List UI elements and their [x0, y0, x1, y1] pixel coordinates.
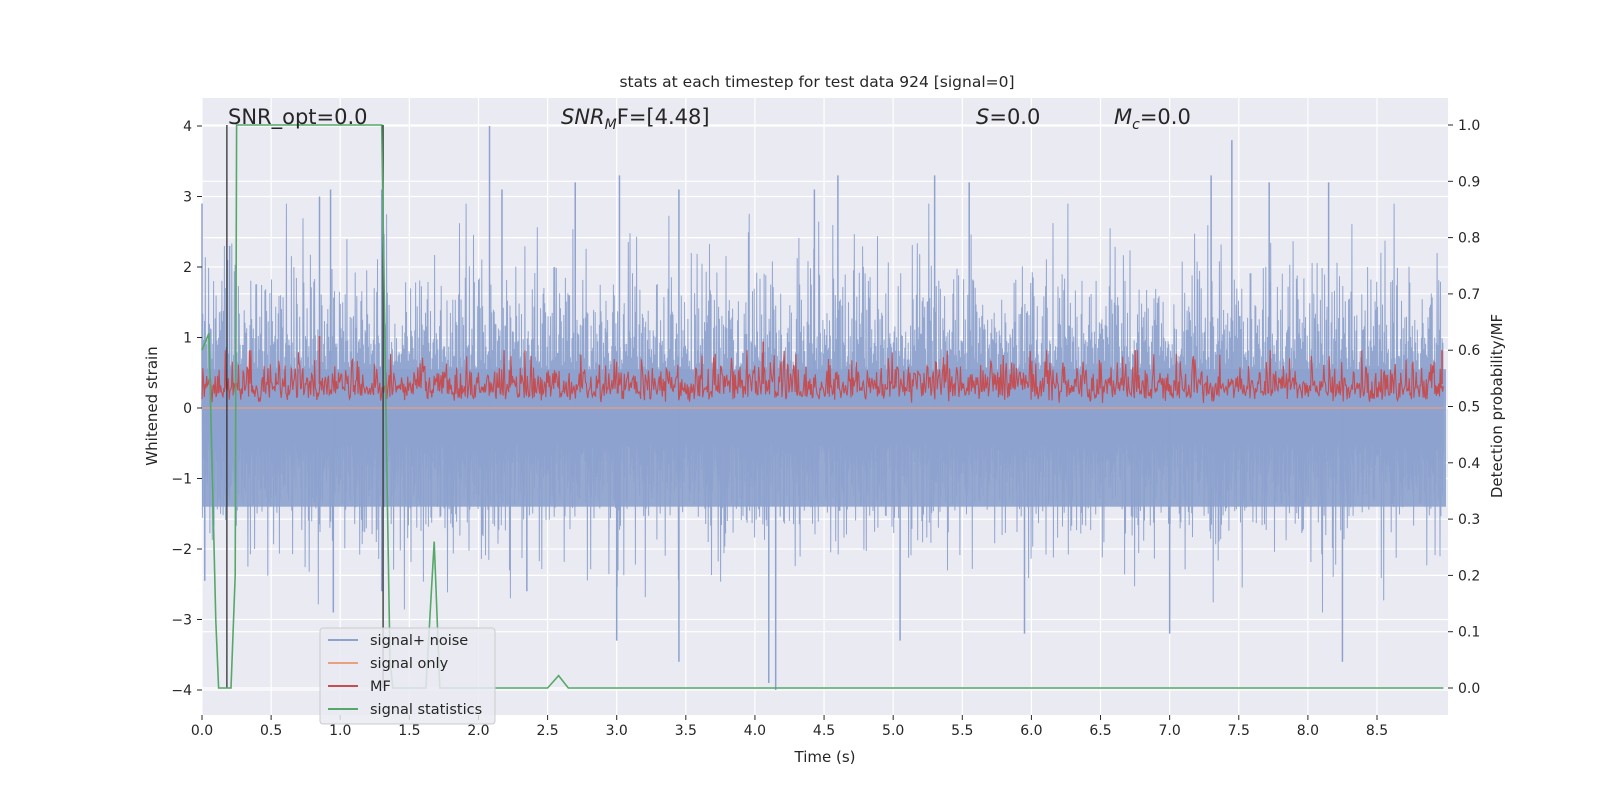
- legend: signal+ noise signal only MF signal stat…: [319, 627, 496, 725]
- y-tick-label: 1: [183, 331, 192, 347]
- mf-series: [201, 336, 1444, 404]
- x-tick-label: 8.5: [1366, 723, 1388, 739]
- x-tick-label: 5.5: [951, 723, 973, 739]
- x-tick-label: 0.0: [191, 723, 213, 739]
- right-tick-label: 0.7: [1458, 287, 1480, 303]
- y-tick-label: 3: [183, 190, 192, 206]
- x-tick-label: 7.0: [1159, 723, 1181, 739]
- right-tick-label: 0.5: [1458, 400, 1480, 416]
- x-tick-label: 6.5: [1089, 723, 1111, 739]
- right-tick-label: 0.1: [1458, 625, 1480, 641]
- x-tick-label: 2.5: [536, 723, 558, 739]
- right-tick-label: 0.3: [1458, 512, 1480, 528]
- right-tick-label: 0.2: [1458, 568, 1480, 584]
- x-tick-label: 1.0: [329, 723, 351, 739]
- y-tick-label: 2: [183, 260, 192, 276]
- x-tick-label: 3.0: [606, 723, 628, 739]
- x-tick-label: 3.5: [675, 723, 697, 739]
- annotation-snr-opt: SNR_opt=0.0: [228, 105, 368, 130]
- legend-label-signal-statistics: signal statistics: [370, 702, 482, 718]
- right-axis-label: Detection probability/MF: [1488, 314, 1506, 498]
- right-tick-label: 0.0: [1458, 681, 1480, 697]
- right-tick-label: 1.0: [1458, 118, 1480, 134]
- legend-label-mf: MF: [370, 679, 391, 695]
- right-tick-label: 0.8: [1458, 231, 1480, 247]
- y-axis-label: Whitened strain: [143, 346, 161, 465]
- x-tick-label: 2.0: [467, 723, 489, 739]
- x-tick-label: 0.5: [260, 723, 282, 739]
- x-tick-label: 4.5: [813, 723, 835, 739]
- x-axis-label: Time (s): [794, 748, 856, 766]
- y-tick-label: 4: [183, 119, 192, 135]
- y-axis-ticks: 4 3 2 1 0 −1 −2 −3 −4: [171, 119, 202, 699]
- right-axis-ticks: 1.0 0.9 0.8 0.7 0.6 0.5 0.4 0.3 0.2 0.1 0.0: [1448, 118, 1480, 697]
- legend-label-signal-only: signal only: [370, 656, 449, 672]
- annotation-snr-mf: SNRMF=[4.48]: [561, 105, 710, 133]
- mf-line: [201, 350, 1444, 404]
- annotation-s: S=0.0: [976, 105, 1040, 129]
- annotation-mc: Mc=0.0: [1114, 105, 1191, 133]
- annotations: SNR_opt=0.0 SNRMF=[4.48] S=0.0 Mc=0.0: [228, 105, 1191, 133]
- x-tick-label: 4.0: [744, 723, 766, 739]
- chart-title: stats at each timestep for test data 924…: [619, 73, 1014, 91]
- x-tick-label: 7.5: [1228, 723, 1250, 739]
- x-tick-label: 8.0: [1297, 723, 1319, 739]
- y-tick-label: −2: [171, 542, 192, 558]
- legend-label-signal-plus-noise: signal+ noise: [370, 633, 468, 649]
- legend-box: [319, 627, 496, 725]
- y-tick-label: −4: [171, 683, 192, 699]
- right-tick-label: 0.9: [1458, 174, 1480, 190]
- y-tick-label: −1: [171, 472, 192, 488]
- x-axis-ticks: 0.0 0.5 1.0 1.5 2.0 2.5 3.0 3.5 4.0 4.5 5.0 5.5 6.0 6…: [191, 715, 1388, 739]
- x-tick-label: 6.0: [1020, 723, 1042, 739]
- right-tick-label: 0.4: [1458, 456, 1480, 472]
- right-tick-label: 0.6: [1458, 343, 1480, 359]
- x-tick-label: 5.0: [882, 723, 904, 739]
- x-tick-label: 1.5: [398, 723, 420, 739]
- y-tick-label: −3: [171, 613, 192, 629]
- y-tick-label: 0: [183, 401, 192, 417]
